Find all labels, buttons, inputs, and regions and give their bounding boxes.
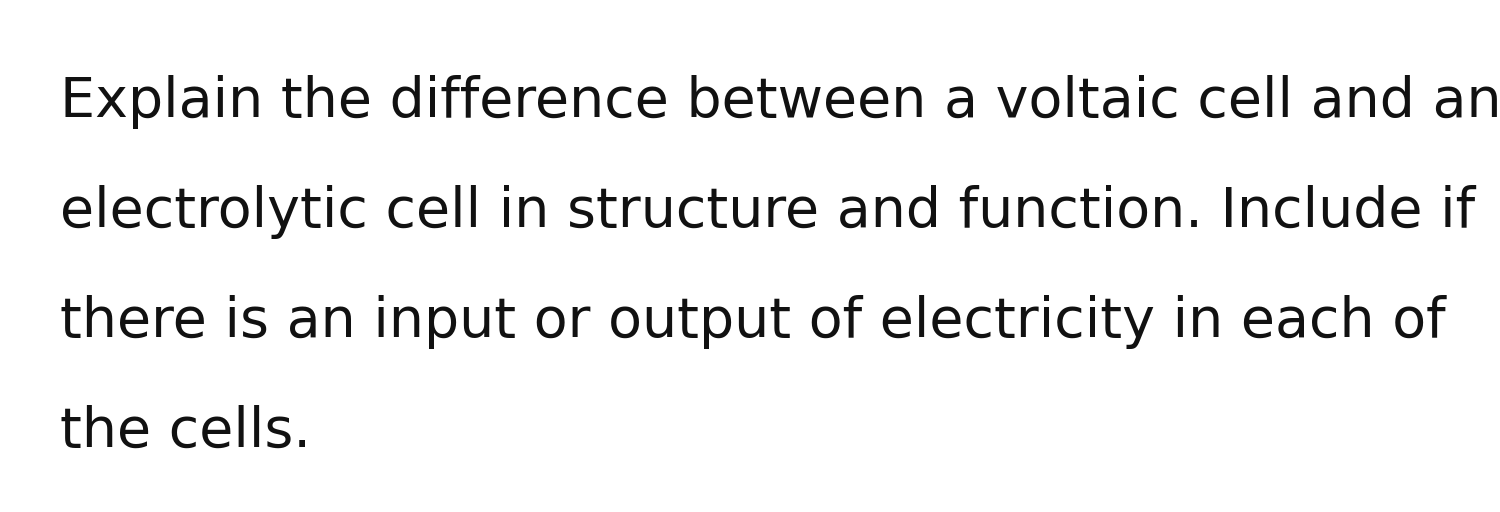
Text: electrolytic cell in structure and function. Include if: electrolytic cell in structure and funct… — [60, 185, 1474, 239]
Text: Explain the difference between a voltaic cell and an: Explain the difference between a voltaic… — [60, 75, 1500, 129]
Text: there is an input or output of electricity in each of: there is an input or output of electrici… — [60, 295, 1446, 349]
Text: the cells.: the cells. — [60, 405, 310, 459]
